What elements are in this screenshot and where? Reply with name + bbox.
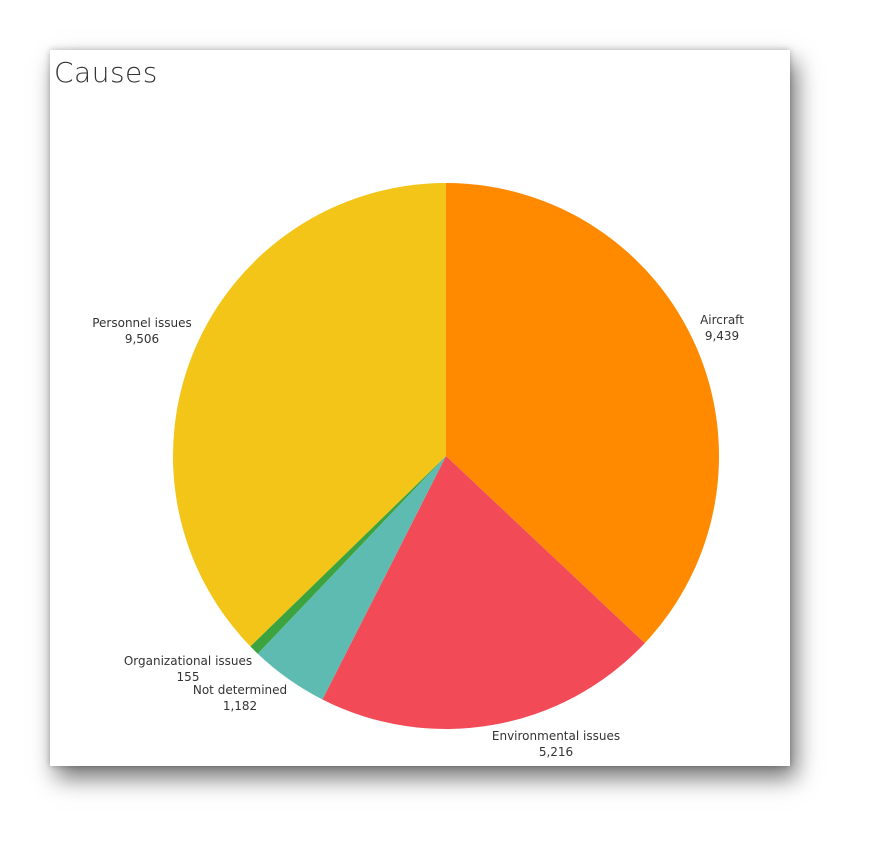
slice-label-name: Not determined — [193, 683, 287, 697]
slice-organizational-issues[interactable] — [250, 456, 446, 654]
slice-label-name: Personnel issues — [92, 316, 192, 330]
slice-personnel-issues[interactable] — [173, 183, 446, 647]
slice-label-value: 9,439 — [705, 329, 739, 343]
slice-label-name: Aircraft — [700, 313, 744, 327]
pie-chart: Aircraft 9,439 Environmental issues 5,216 No… — [92, 183, 744, 759]
chart-title: Causes — [54, 56, 158, 89]
slice-label-value: 5,216 — [539, 745, 573, 759]
slice-label-personnel-issues: Personnel issues 9,506 — [92, 316, 192, 346]
slice-label-value: 9,506 — [125, 332, 159, 346]
slice-not-determined[interactable] — [257, 456, 446, 700]
slice-label-name: Environmental issues — [492, 729, 620, 743]
slice-label-not-determined: Not determined 1,182 — [193, 683, 287, 713]
slice-aircraft[interactable] — [446, 183, 719, 644]
slice-label-name: Organizational issues — [124, 654, 252, 668]
slice-environmental-issues[interactable] — [322, 456, 645, 730]
slice-label-value: 155 — [177, 670, 200, 684]
slice-label-aircraft: Aircraft 9,439 — [700, 313, 744, 343]
slice-label-value: 1,182 — [223, 699, 257, 713]
slice-label-environmental-issues: Environmental issues 5,216 — [492, 729, 620, 759]
chart-card: Causes Aircraft 9,439 Environmental issues… — [50, 50, 790, 766]
slice-label-organizational-issues: Organizational issues 155 — [124, 654, 252, 684]
